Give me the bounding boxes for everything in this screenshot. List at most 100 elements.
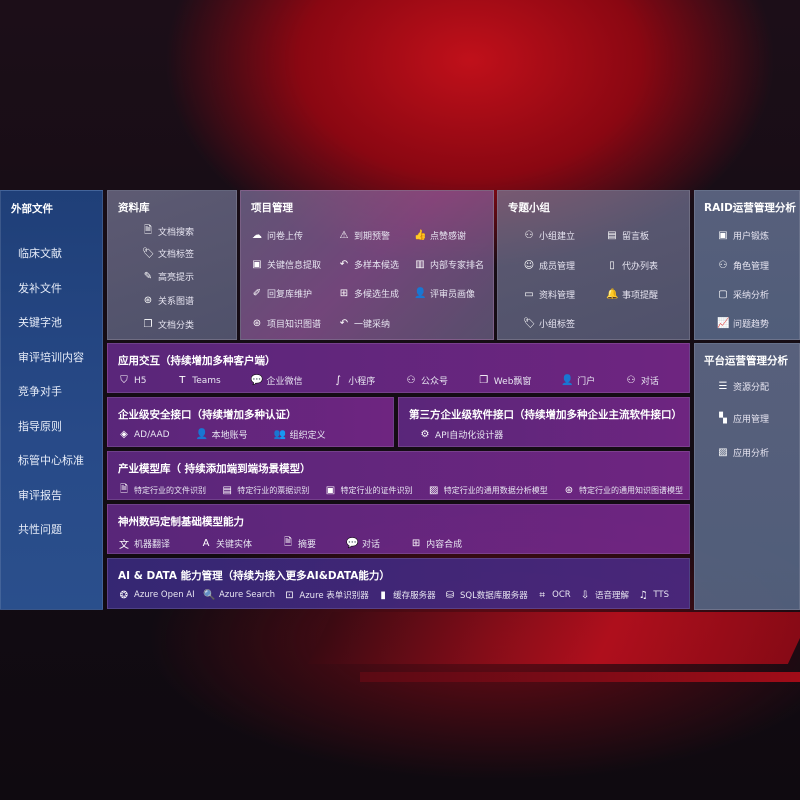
model-item[interactable]: ▤ 特定行业的票据识别 [221,485,310,496]
model-item[interactable]: 🗎 特定行业的文件识别 [118,482,206,499]
tts-icon: ♫ [638,589,648,601]
auth-item[interactable]: 👥 组织定义 [274,428,326,441]
label: Azure Open AI [134,590,195,600]
service-item[interactable]: ❂ Azure Open AI [118,590,195,601]
client-item[interactable]: ⚇ 公众号 [405,374,449,387]
group-item[interactable]: 🔔 事项提醒 [606,288,658,301]
label: 到期预警 [354,232,391,242]
project-item[interactable]: ▥ 内部专家排名 [414,258,484,271]
capability-item[interactable]: 文机器翻译 [118,536,170,551]
project-item[interactable]: 👤 评审员画像 [414,287,475,300]
group-item[interactable]: ⚇ 小组建立 [523,229,576,242]
label: 机器翻译 [134,540,171,550]
label: 小组建立 [539,232,576,242]
service-item[interactable]: ⌗ OCR [536,590,570,601]
client-item[interactable]: 💬 企业微信 [250,374,302,387]
library-item[interactable]: ✎ 高亮提示 [142,270,194,283]
project-item[interactable]: ✐ 回复库维护 [251,287,312,300]
label: 摘要 [298,540,317,550]
model-item[interactable]: ⊛ 特定行业的通用知识图谱模型 [563,485,683,496]
label: 文档标签 [158,250,195,260]
panel-title: 企业级安全接口（持续增加多种认证） [118,409,297,421]
group-icon: ⚇ [524,230,534,241]
library-item[interactable]: ⊛ 关系图谱 [142,294,194,307]
id-card-icon: ▣ [718,230,728,241]
group-item[interactable]: ▯ 代办列表 [606,259,658,272]
client-item[interactable]: 👤 门户 [561,374,595,387]
label: 门户 [577,377,596,387]
label: TTS [653,590,669,600]
external-item[interactable]: 发补文件 [18,282,62,295]
service-item[interactable]: ♫ TTS [637,590,669,601]
capability-item[interactable]: ⊞ 内容合成 [410,537,462,550]
label: 事项提醒 [622,291,659,301]
auth-item[interactable]: ◈ AD/AAD [118,429,169,440]
project-item[interactable]: ⊞ 多候选生成 [338,287,399,300]
library-item[interactable]: 🏷 文档标签 [142,247,194,260]
platform-item[interactable]: ☰ 资源分配 [717,380,770,393]
reply-icon: ↶ [339,259,349,270]
client-item[interactable]: ⛉ H5 [118,375,146,386]
library-item[interactable]: 🗎 文档搜索 [142,223,194,240]
user-add-icon: ☺ [523,260,535,271]
external-item[interactable]: 临床文献 [18,247,62,260]
capability-item[interactable]: A 关键实体 [200,537,252,550]
cache-icon: ▮ [380,589,386,601]
model-item[interactable]: ▣ 特定行业的证件识别 [325,485,413,496]
group-item[interactable]: 🏷 小组标签 [523,317,575,330]
decorative-red-bar [360,672,800,682]
project-item[interactable]: ▣ 关键信息提取 [251,258,321,271]
external-item[interactable]: 共性问题 [18,523,62,536]
panel-title: 项目管理 [251,202,293,214]
raid-item[interactable]: ⚇ 角色管理 [717,259,770,272]
pen-icon: ✎ [143,271,153,282]
client-item[interactable]: ∫ 小程序 [332,374,376,387]
client-item[interactable]: ⚇ 对话 [625,374,659,387]
label: 回复库维护 [267,290,313,300]
platform-item[interactable]: ▨ 应用分析 [717,446,769,459]
service-item[interactable]: ⛁ SQL数据库服务器 [444,589,528,602]
library-item[interactable]: ❐ 文档分类 [142,318,195,331]
model-item[interactable]: ▨ 特定行业的通用数据分析模型 [428,485,548,496]
cloud-upload-icon: ☁ [252,230,262,241]
service-item[interactable]: 🔍 Azure Search [203,590,275,601]
external-item[interactable]: 竞争对手 [18,385,62,398]
capability-item[interactable]: 🗎 摘要 [282,535,316,552]
list-icon: ☰ [718,381,728,392]
project-item[interactable]: ⚠ 到期预警 [338,229,391,242]
group-item[interactable]: ▭ 资料管理 [523,288,575,301]
auth-item[interactable]: 👤 本地账号 [196,428,248,441]
project-item[interactable]: ↶ 一键采纳 [338,317,390,330]
raid-item[interactable]: 📈 问题趋势 [717,317,769,330]
external-item[interactable]: 标管中心标准 [18,454,84,467]
project-item[interactable]: ⊛ 项目知识图谱 [251,317,321,330]
raid-item[interactable]: ▢ 采纳分析 [717,288,769,301]
users-icon: ⚇ [718,260,728,271]
html5-icon: ⛉ [120,375,128,386]
capability-item[interactable]: 💬 对话 [346,537,380,550]
service-item[interactable]: ▮ 缓存服务器 [377,589,436,602]
external-item[interactable]: 审评培训内容 [18,351,84,364]
external-item[interactable]: 关键字池 [18,316,62,329]
label: 特定行业的通用知识图谱模型 [579,486,683,495]
project-item[interactable]: 👍 点赞感谢 [414,229,466,242]
raid-item[interactable]: ▣ 用户锻炼 [717,229,769,242]
client-item[interactable]: T Teams [176,375,221,386]
label: 问题趋势 [733,320,770,330]
platform-item[interactable]: ▚ 应用管理 [717,412,769,425]
group-item[interactable]: ▤ 留言板 [606,229,649,242]
project-item[interactable]: ☁ 问卷上传 [251,229,303,242]
label: 缓存服务器 [393,591,436,601]
service-item[interactable]: ⇩ 语音理解 [579,589,629,602]
external-item[interactable]: 指导原则 [18,420,62,433]
api-designer-item[interactable]: ⚙ API自动化设计器 [419,428,504,441]
client-item[interactable]: ❐ Web飘窗 [478,374,531,387]
group-item[interactable]: ☺ 成员管理 [523,259,575,272]
label: 对话 [362,540,381,550]
label: 留言板 [622,232,650,242]
service-item[interactable]: ⊡ Azure 表单识别器 [283,589,369,602]
external-item[interactable]: 审评报告 [18,489,62,502]
project-item[interactable]: ↶ 多样本候选 [338,258,399,271]
panel-title: 平台运营管理分析 [704,355,788,367]
database-icon: ⛁ [445,589,455,601]
